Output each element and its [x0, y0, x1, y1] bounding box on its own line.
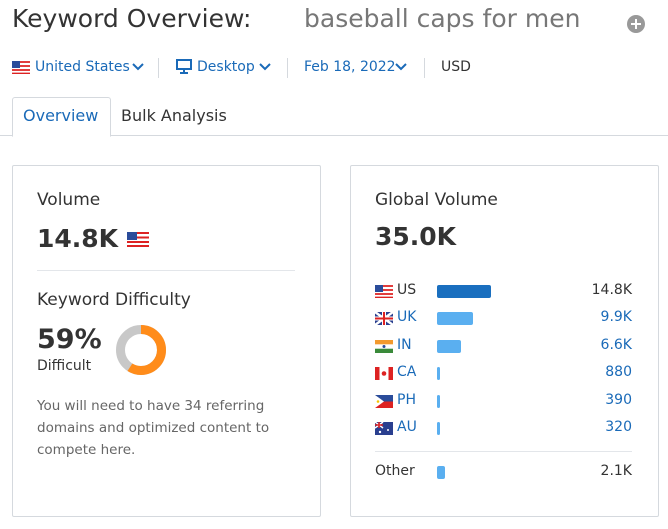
bar — [437, 367, 441, 381]
country-value[interactable]: 6.6K — [600, 336, 632, 353]
country-flag — [375, 339, 393, 353]
global-total: 35.0K — [375, 222, 457, 251]
date-select[interactable]: Feb 18, 2022 — [304, 59, 396, 75]
device-select[interactable]: Desktop — [197, 59, 255, 75]
country-select[interactable]: United States — [35, 59, 130, 75]
separator — [158, 58, 159, 78]
chevron — [132, 63, 144, 71]
bar — [437, 394, 440, 408]
add-icon[interactable] — [626, 14, 646, 34]
country-value: 14.8K — [591, 282, 632, 298]
donut-arc — [116, 325, 166, 375]
bar — [437, 312, 474, 326]
country-code[interactable]: IN — [397, 336, 412, 353]
country-value[interactable]: 9.9K — [600, 309, 632, 326]
bar — [437, 285, 492, 298]
difficulty-note: You will need to have 34 referring domai… — [37, 398, 270, 458]
volume-value: 14.8K — [37, 224, 119, 253]
keyword: baseball caps for men — [304, 4, 581, 33]
country-flag — [375, 312, 393, 326]
divider — [375, 451, 632, 452]
country-value[interactable]: 320 — [605, 419, 632, 435]
country-code[interactable]: AU — [397, 419, 417, 435]
bar — [437, 422, 440, 435]
us-flag — [12, 61, 30, 74]
country-code[interactable]: PH — [397, 391, 416, 408]
tab-label[interactable]: Bulk Analysis — [121, 106, 227, 125]
chevron — [259, 63, 271, 71]
us-flag — [127, 232, 149, 247]
tab-active[interactable] — [12, 97, 111, 137]
global-card — [350, 165, 659, 517]
separator — [287, 58, 288, 78]
country-flag — [375, 285, 393, 298]
country-flag — [375, 367, 393, 381]
difficulty-donut — [116, 325, 166, 375]
separator — [424, 58, 425, 78]
volume-card — [12, 165, 321, 517]
volume-label: Volume — [37, 190, 101, 210]
other-label: Other — [375, 463, 415, 479]
country-value: 2.1K — [600, 463, 632, 479]
difficulty-level: Difficult — [37, 358, 92, 374]
title: Keyword Overview: — [12, 4, 252, 33]
bar — [437, 339, 462, 353]
chevron — [395, 63, 407, 71]
country-code[interactable]: UK — [397, 309, 417, 326]
country-code[interactable]: CA — [397, 364, 417, 381]
tab-label[interactable]: Overview — [23, 106, 99, 125]
country-value[interactable]: 880 — [605, 364, 632, 381]
country-code: US — [397, 282, 417, 298]
country-flag — [375, 394, 393, 408]
desktop-icon — [176, 59, 192, 74]
currency: USD — [441, 59, 471, 75]
bar — [437, 466, 445, 479]
tab-line — [0, 135, 668, 136]
global-label: Global Volume — [375, 190, 498, 210]
divider — [37, 270, 295, 271]
country-flag — [375, 422, 393, 435]
country-value[interactable]: 390 — [605, 391, 632, 408]
difficulty-percent: 59% — [37, 324, 102, 355]
difficulty-label: Keyword Difficulty — [37, 290, 191, 310]
